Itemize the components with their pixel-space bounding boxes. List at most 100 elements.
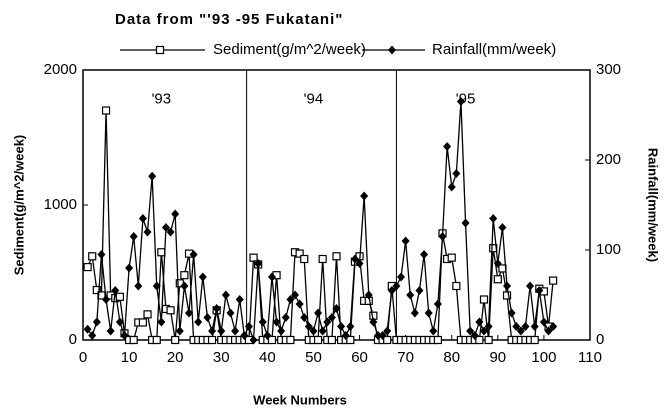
sediment-point bbox=[452, 281, 461, 291]
x-tick-label: 30 bbox=[213, 349, 230, 366]
rainfall-point bbox=[387, 286, 396, 295]
rainfall-point bbox=[364, 290, 373, 300]
rainfall-point bbox=[429, 326, 438, 336]
rainfall-point bbox=[461, 218, 470, 228]
sediment-point bbox=[484, 335, 493, 345]
rainfall-point bbox=[415, 286, 424, 295]
rainfall-point bbox=[406, 290, 415, 300]
rainfall-point bbox=[286, 295, 295, 304]
sediment-point bbox=[300, 254, 309, 264]
rainfall-point bbox=[456, 97, 465, 106]
rainfall-point bbox=[512, 322, 521, 331]
legend-label: Rainfall(mm/week) bbox=[432, 41, 556, 58]
rainfall-point bbox=[129, 232, 138, 241]
rainfall-point bbox=[249, 335, 258, 345]
sediment-point bbox=[447, 253, 456, 262]
sediment-point bbox=[101, 106, 111, 115]
y-tick-label: 2000 bbox=[44, 61, 77, 78]
rainfall-point bbox=[392, 281, 401, 291]
rainfall-point bbox=[397, 272, 406, 282]
sediment-point bbox=[475, 335, 484, 345]
rainfall-point bbox=[479, 326, 488, 336]
sediment-point bbox=[249, 253, 258, 262]
rainfall-point bbox=[125, 263, 134, 273]
rainfall-point bbox=[544, 326, 553, 336]
rainfall-point bbox=[157, 317, 166, 327]
sediment-point bbox=[295, 249, 304, 258]
rainfall-point bbox=[300, 313, 309, 322]
rainfall-point bbox=[272, 317, 281, 327]
sediment-point bbox=[115, 292, 124, 301]
x-tick-label: 10 bbox=[121, 349, 138, 366]
sediment-point bbox=[318, 254, 327, 264]
rainfall-point bbox=[189, 250, 198, 259]
rainfall-point bbox=[267, 272, 276, 282]
y-axis-label: Sediment(g/m^2/week) bbox=[11, 135, 26, 276]
sediment-point bbox=[83, 263, 92, 272]
rainfall-point bbox=[277, 326, 286, 336]
y2-axis-label: Rainfall(mm/week) bbox=[646, 148, 661, 262]
rainfall-point bbox=[549, 322, 558, 331]
rainfall-point bbox=[208, 326, 217, 336]
rainfall-point bbox=[401, 236, 410, 246]
rainfall-point bbox=[341, 331, 350, 340]
sediment-point bbox=[383, 335, 392, 345]
rainfall-point bbox=[111, 286, 120, 295]
x-tick-label: 80 bbox=[443, 349, 460, 366]
rainfall-point bbox=[535, 286, 544, 295]
rainfall-point bbox=[161, 223, 170, 232]
legend-marker bbox=[388, 45, 396, 55]
rainfall-point bbox=[332, 304, 341, 313]
rainfall-point bbox=[503, 281, 512, 291]
x-tick-label: 110 bbox=[578, 349, 602, 366]
rainfall-point bbox=[221, 290, 230, 300]
rainfall-point bbox=[350, 254, 359, 264]
rainfall-point bbox=[295, 299, 304, 309]
rainfall-point bbox=[203, 313, 212, 322]
rainfall-point bbox=[143, 227, 152, 237]
rainfall-point bbox=[498, 223, 507, 232]
rainfall-point bbox=[327, 313, 336, 322]
rainfall-point bbox=[226, 308, 235, 318]
legend-label: Sediment(g/m^2/week) bbox=[213, 41, 366, 58]
annotation: '94 bbox=[304, 91, 324, 108]
rainfall-point bbox=[493, 259, 502, 268]
rainfall-point bbox=[198, 272, 207, 282]
rainfall-point bbox=[309, 326, 318, 336]
legend-marker bbox=[155, 45, 165, 55]
sediment-point bbox=[180, 271, 189, 280]
rainfall-point bbox=[378, 331, 387, 340]
rainfall-point bbox=[452, 169, 461, 178]
rainfall-point bbox=[539, 317, 548, 327]
rainfall-point bbox=[475, 317, 484, 327]
rainfall-point bbox=[97, 250, 106, 259]
rainfall-point bbox=[152, 281, 161, 291]
annotation: '95 bbox=[456, 91, 476, 108]
y2-tick-label: 300 bbox=[596, 61, 621, 78]
sediment-point bbox=[92, 285, 101, 295]
sediment-point bbox=[530, 335, 539, 345]
sediment-point bbox=[479, 295, 489, 304]
rainfall-point bbox=[102, 295, 111, 304]
rainfall-point bbox=[516, 326, 525, 336]
rainfall-point bbox=[447, 182, 456, 192]
rainfall-point bbox=[235, 295, 244, 304]
rainfall-point bbox=[88, 331, 97, 340]
rainfall-point bbox=[304, 322, 313, 331]
chart-title: Data from "'93 -95 Fukatani" bbox=[115, 11, 343, 28]
rainfall-point bbox=[337, 322, 346, 331]
sediment-point bbox=[97, 291, 106, 300]
rainfall-point bbox=[263, 331, 272, 340]
y2-tick-label: 100 bbox=[596, 241, 621, 258]
y2-tick-label: 0 bbox=[596, 331, 604, 348]
sediment-point bbox=[332, 252, 341, 261]
rainfall-point bbox=[115, 317, 124, 327]
rainfall-point bbox=[92, 317, 101, 327]
rainfall-point bbox=[323, 317, 332, 327]
rainfall-point bbox=[175, 326, 184, 336]
sediment-point bbox=[502, 291, 512, 300]
x-tick-label: 40 bbox=[259, 349, 276, 366]
rainfall-point bbox=[346, 322, 355, 331]
rainfall-point bbox=[138, 214, 147, 223]
rainfall-point bbox=[314, 308, 323, 318]
